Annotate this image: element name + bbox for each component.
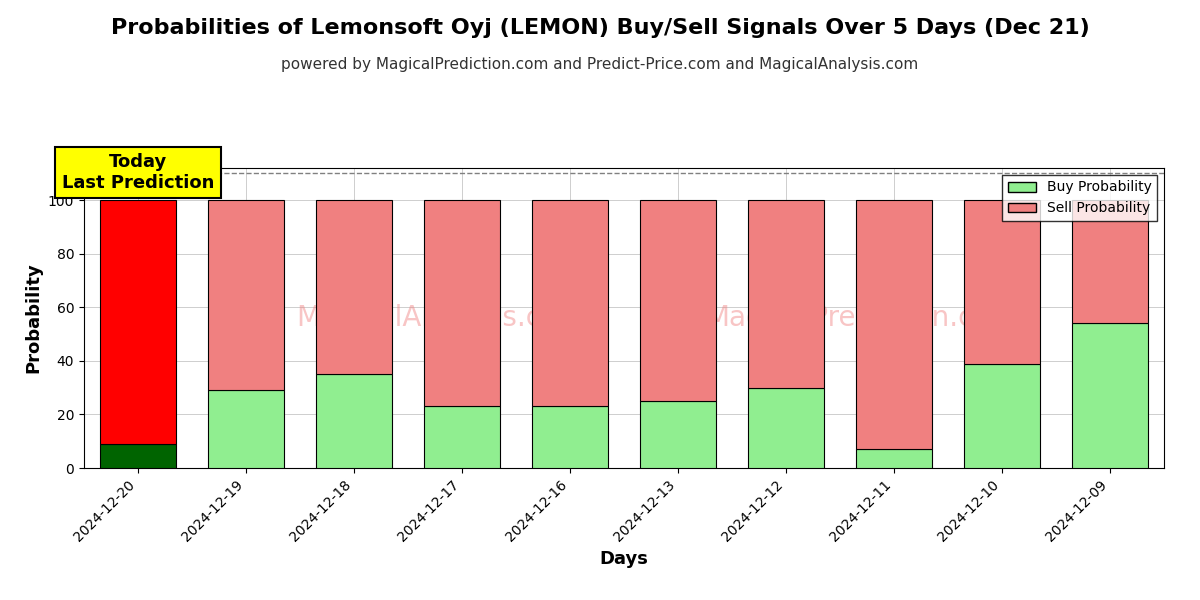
Bar <box>425 406 500 468</box>
Bar <box>425 200 500 406</box>
Bar <box>749 388 824 468</box>
Bar <box>641 200 716 401</box>
Bar <box>1073 200 1147 323</box>
X-axis label: Days: Days <box>600 550 648 568</box>
Text: Probabilities of Lemonsoft Oyj (LEMON) Buy/Sell Signals Over 5 Days (Dec 21): Probabilities of Lemonsoft Oyj (LEMON) B… <box>110 18 1090 38</box>
Bar <box>101 200 176 444</box>
Bar <box>641 401 716 468</box>
Bar <box>101 444 176 468</box>
Bar <box>965 200 1039 364</box>
Legend: Buy Probability, Sell Probability: Buy Probability, Sell Probability <box>1002 175 1157 221</box>
Y-axis label: Probability: Probability <box>24 263 42 373</box>
Bar <box>317 374 391 468</box>
Bar <box>749 200 824 388</box>
Bar <box>965 364 1039 468</box>
Bar <box>1073 323 1147 468</box>
Text: Today
Last Prediction: Today Last Prediction <box>62 154 214 192</box>
Bar <box>209 391 284 468</box>
Bar <box>533 200 607 406</box>
Text: MagicalPrediction.com: MagicalPrediction.com <box>706 304 1018 332</box>
Bar <box>533 406 607 468</box>
Bar <box>317 200 391 374</box>
Bar <box>209 200 284 391</box>
Text: powered by MagicalPrediction.com and Predict-Price.com and MagicalAnalysis.com: powered by MagicalPrediction.com and Pre… <box>281 57 919 72</box>
Text: MagicalAnalysis.com: MagicalAnalysis.com <box>296 304 584 332</box>
Bar <box>857 200 932 449</box>
Bar <box>857 449 932 468</box>
